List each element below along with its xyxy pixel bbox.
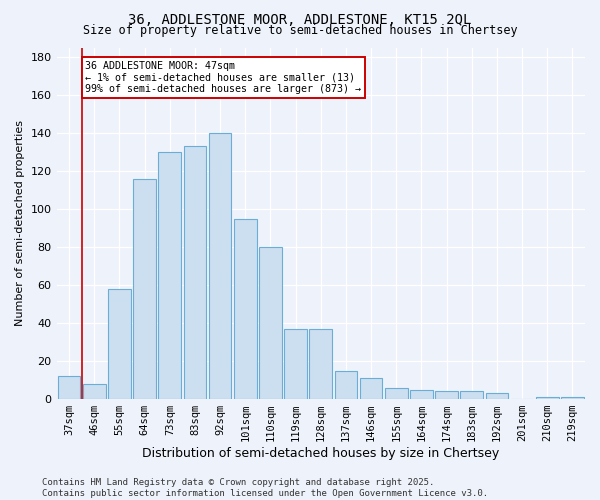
Text: Size of property relative to semi-detached houses in Chertsey: Size of property relative to semi-detach… [83,24,517,37]
Bar [259,247,282,399]
Bar [536,397,559,399]
Bar [435,392,458,399]
Bar [234,218,257,399]
Bar [385,388,407,399]
Bar [561,397,584,399]
Bar [158,152,181,399]
Bar [360,378,382,399]
Bar [184,146,206,399]
Bar [485,394,508,399]
Bar [284,329,307,399]
Bar [335,370,357,399]
Bar [133,178,156,399]
Bar [410,390,433,399]
Y-axis label: Number of semi-detached properties: Number of semi-detached properties [15,120,25,326]
Bar [108,289,131,399]
Bar [83,384,106,399]
X-axis label: Distribution of semi-detached houses by size in Chertsey: Distribution of semi-detached houses by … [142,447,499,460]
Bar [460,392,483,399]
Text: Contains HM Land Registry data © Crown copyright and database right 2025.
Contai: Contains HM Land Registry data © Crown c… [42,478,488,498]
Bar [209,133,232,399]
Text: 36 ADDLESTONE MOOR: 47sqm
← 1% of semi-detached houses are smaller (13)
99% of s: 36 ADDLESTONE MOOR: 47sqm ← 1% of semi-d… [85,61,361,94]
Bar [58,376,80,399]
Bar [310,329,332,399]
Text: 36, ADDLESTONE MOOR, ADDLESTONE, KT15 2QL: 36, ADDLESTONE MOOR, ADDLESTONE, KT15 2Q… [128,12,472,26]
